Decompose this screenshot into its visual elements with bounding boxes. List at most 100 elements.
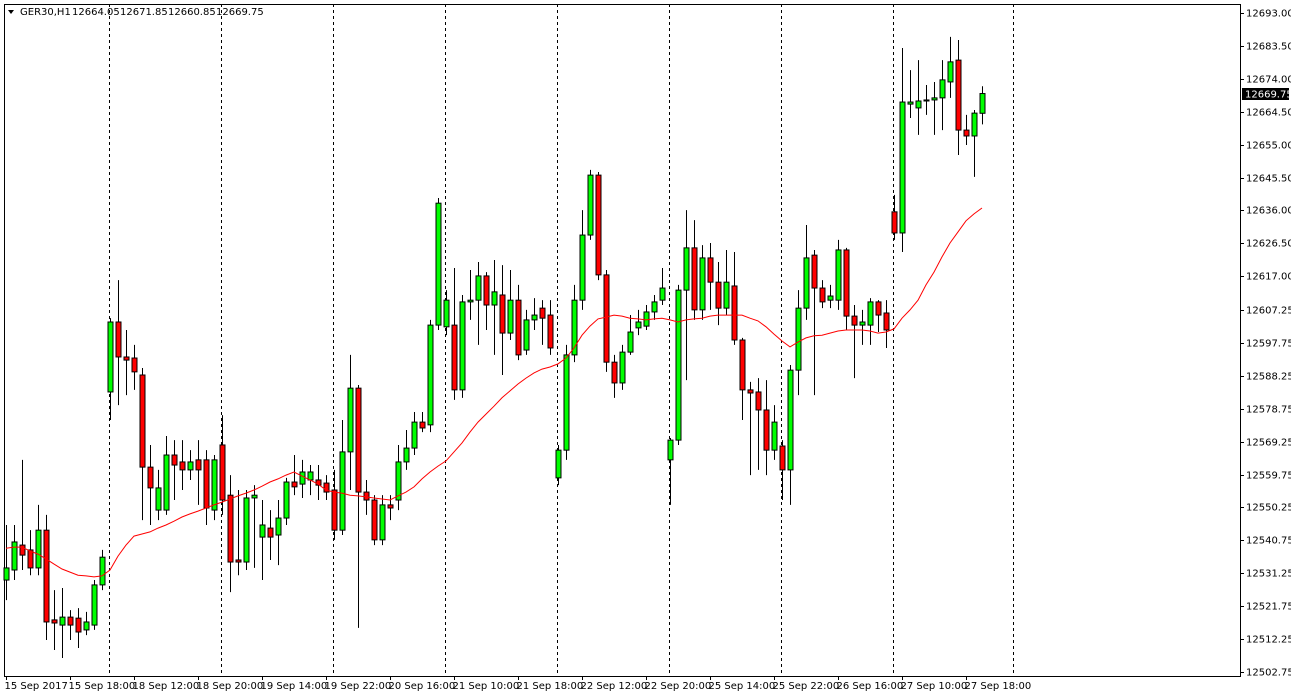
candle-body	[235, 559, 242, 563]
chart-title: GER30,H1	[20, 7, 71, 18]
y-tick-label: 12597.75	[1246, 339, 1291, 350]
candle-body	[675, 289, 682, 441]
candle-body	[643, 311, 650, 327]
y-tick-label: 12588.25	[1246, 372, 1291, 383]
candle-body	[11, 541, 18, 571]
candle-body	[723, 281, 730, 309]
header-close: 12669.75	[216, 7, 264, 18]
x-tick-label: 21 Sep 10:00	[453, 681, 520, 692]
candle-body	[115, 321, 122, 358]
candle-body	[523, 319, 530, 351]
candle-body	[291, 481, 298, 488]
y-tick-label: 12559.75	[1246, 471, 1291, 482]
candle-body	[859, 321, 866, 326]
candle-body	[411, 421, 418, 449]
x-tick-label: 26 Sep 16:00	[837, 681, 904, 692]
candle-body	[851, 315, 858, 326]
x-tick-label: 15 Sep 18:00	[69, 681, 136, 692]
candle-body	[531, 314, 538, 321]
candle-body	[795, 307, 802, 371]
candle-body	[547, 314, 554, 349]
candle-body	[443, 299, 450, 328]
candle-body	[347, 387, 354, 453]
candle-body	[179, 461, 186, 471]
candle-body	[59, 616, 66, 626]
candle-body	[931, 97, 938, 101]
candle-body	[123, 356, 130, 361]
candle-body	[483, 275, 490, 306]
candle-body	[971, 112, 978, 137]
candle-body	[67, 616, 74, 626]
plot-frame	[4, 4, 1241, 677]
candle-body	[203, 459, 210, 509]
candle-body	[51, 619, 58, 624]
candle-body	[595, 174, 602, 276]
candle-body	[267, 527, 274, 538]
candle-body	[843, 249, 850, 317]
candle-body	[563, 354, 570, 451]
x-tick-label: 22 Sep 12:00	[581, 681, 648, 692]
candle-body	[691, 247, 698, 311]
y-tick-label: 12626.50	[1246, 239, 1291, 250]
y-tick-label: 12512.25	[1246, 635, 1291, 646]
candle-body	[891, 211, 898, 234]
x-tick-label: 15 Sep 2017	[5, 681, 68, 692]
candle-body	[107, 321, 114, 393]
candle-body	[699, 257, 706, 311]
candle-body	[387, 504, 394, 509]
y-tick-label: 12655.00	[1246, 141, 1291, 152]
candle-body	[923, 99, 930, 102]
menu-triangle	[8, 10, 14, 14]
candle-body	[83, 621, 90, 631]
candle-body	[187, 461, 194, 471]
candle-body	[571, 299, 578, 356]
candle-body	[219, 444, 226, 501]
candle-body	[99, 556, 106, 586]
y-tick-label: 12617.00	[1246, 272, 1291, 283]
candle-body	[211, 459, 218, 511]
candle-body	[395, 461, 402, 501]
y-tick-label: 12578.75	[1246, 405, 1291, 416]
moving-average	[5, 207, 983, 578]
candle-body	[355, 387, 362, 493]
candle-body	[579, 234, 586, 301]
header-low: 12660.85	[168, 7, 216, 18]
candle-body	[491, 291, 498, 306]
y-tick-label: 12607.25	[1246, 306, 1291, 317]
y-tick-label: 12636.00	[1246, 206, 1291, 217]
last-price-label: 12669.75	[1245, 90, 1291, 101]
candle-body	[131, 357, 138, 373]
candle-body	[323, 482, 330, 493]
candle-body	[979, 93, 986, 114]
candle-body	[251, 494, 258, 499]
x-tick-label: 21 Sep 18:00	[517, 681, 584, 692]
candle-body	[955, 59, 962, 131]
candle-body	[147, 466, 154, 489]
candle-body	[283, 481, 290, 519]
candle-body	[171, 454, 178, 466]
candle-body	[163, 454, 170, 511]
candle-body	[627, 331, 634, 353]
candle-body	[619, 351, 626, 384]
x-tick-label: 25 Sep 22:00	[773, 681, 840, 692]
y-tick-label: 12521.75	[1246, 602, 1291, 613]
y-tick-label: 12645.50	[1246, 174, 1291, 185]
header-high: 12671.85	[120, 7, 168, 18]
candle-body	[451, 324, 458, 391]
candle-body	[155, 487, 162, 511]
y-tick-label: 12664.50	[1246, 108, 1291, 119]
candle-body	[811, 254, 818, 289]
candle-body	[475, 275, 482, 301]
candle-body	[747, 389, 754, 394]
candle-body	[659, 287, 666, 301]
y-tick-label: 12502.75	[1246, 668, 1291, 679]
candle-body	[227, 494, 234, 563]
candle-body	[947, 61, 954, 83]
candle-body	[459, 301, 466, 391]
candle-body	[299, 471, 306, 485]
candle-body	[707, 257, 714, 283]
candle-body	[739, 339, 746, 391]
y-tick-label: 12683.50	[1246, 42, 1291, 53]
